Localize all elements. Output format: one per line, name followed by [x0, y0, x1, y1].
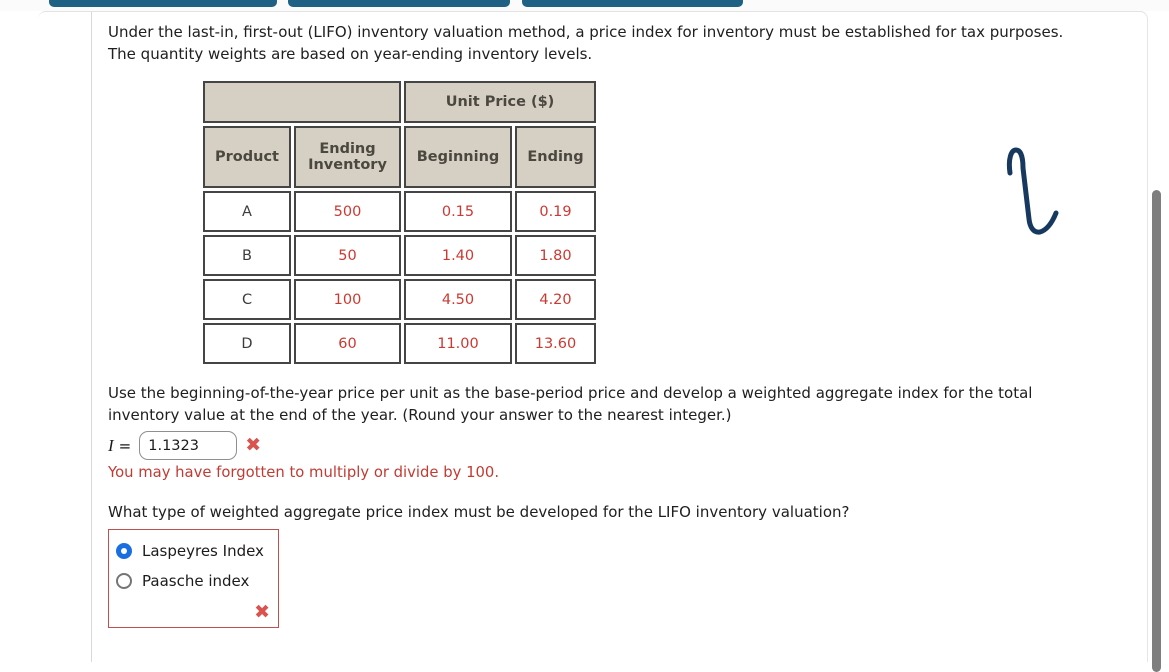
ending-inventory-cell: 500 [294, 191, 401, 232]
product-cell: B [203, 235, 291, 276]
option-label: Paasche index [142, 572, 250, 590]
ending-price-cell: 4.20 [515, 279, 596, 320]
product-cell: C [203, 279, 291, 320]
col-header-beginning: Beginning [404, 126, 512, 188]
intro-line-1: Under the last-in, first-out (LIFO) inve… [108, 23, 1064, 41]
inventory-table-wrapper: Unit Price ($) Product Ending Inventory … [200, 78, 599, 367]
feedback-message: You may have forgotten to multiply or di… [108, 464, 500, 481]
incorrect-cross-icon: ✖ [245, 434, 262, 456]
ending-inventory-cell: 50 [294, 235, 401, 276]
answer-row: I = ✖ [108, 431, 261, 460]
table-row: D 60 11.00 13.60 [203, 323, 596, 364]
part1-prompt-line-1: Use the beginning-of-the-year price per … [108, 384, 1033, 402]
panel-gutter-divider [91, 12, 92, 662]
table-row: A 500 0.15 0.19 [203, 191, 596, 232]
top-tab-3[interactable] [522, 0, 743, 7]
question-intro-text: Under the last-in, first-out (LIFO) inve… [108, 22, 1128, 65]
top-tab-2[interactable] [288, 0, 510, 7]
radio-unselected-icon[interactable] [116, 573, 132, 589]
inventory-table: Unit Price ($) Product Ending Inventory … [200, 78, 599, 367]
table-corner-cell [203, 81, 401, 123]
part2-prompt: What type of weighted aggregate price in… [108, 503, 850, 521]
col-header-product: Product [203, 126, 291, 188]
unit-price-header: Unit Price ($) [404, 81, 596, 123]
beginning-price-cell: 0.15 [404, 191, 512, 232]
ending-inventory-cell: 100 [294, 279, 401, 320]
radio-selected-icon[interactable] [116, 543, 132, 559]
col-header-ending-inventory: Ending Inventory [294, 126, 401, 188]
table-row: B 50 1.40 1.80 [203, 235, 596, 276]
incorrect-cross-icon: ✖ [254, 601, 270, 623]
equals-sign: = [118, 436, 132, 455]
top-tab-1[interactable] [49, 0, 277, 7]
ending-price-cell: 0.19 [515, 191, 596, 232]
part1-prompt-line-2: inventory value at the end of the year. … [108, 405, 732, 424]
product-cell: A [203, 191, 291, 232]
part1-prompt: Use the beginning-of-the-year price per … [108, 383, 1128, 426]
table-row: C 100 4.50 4.20 [203, 279, 596, 320]
option-label: Laspeyres Index [142, 542, 264, 560]
beginning-price-cell: 11.00 [404, 323, 512, 364]
options-box: Laspeyres Index Paasche index ✖ [108, 529, 279, 628]
option-paasche[interactable]: Paasche index [116, 572, 278, 590]
option-laspeyres[interactable]: Laspeyres Index [116, 542, 278, 560]
beginning-price-cell: 4.50 [404, 279, 512, 320]
intro-line-2: The quantity weights are based on year-e… [108, 44, 593, 63]
ending-price-cell: 1.80 [515, 235, 596, 276]
answer-variable-label: I [108, 435, 114, 455]
col-header-ending: Ending [515, 126, 596, 188]
answer-input[interactable] [139, 431, 238, 460]
beginning-price-cell: 1.40 [404, 235, 512, 276]
vertical-scrollbar-thumb[interactable] [1152, 190, 1161, 672]
product-cell: D [203, 323, 291, 364]
ending-inventory-cell: 60 [294, 323, 401, 364]
ending-price-cell: 13.60 [515, 323, 596, 364]
